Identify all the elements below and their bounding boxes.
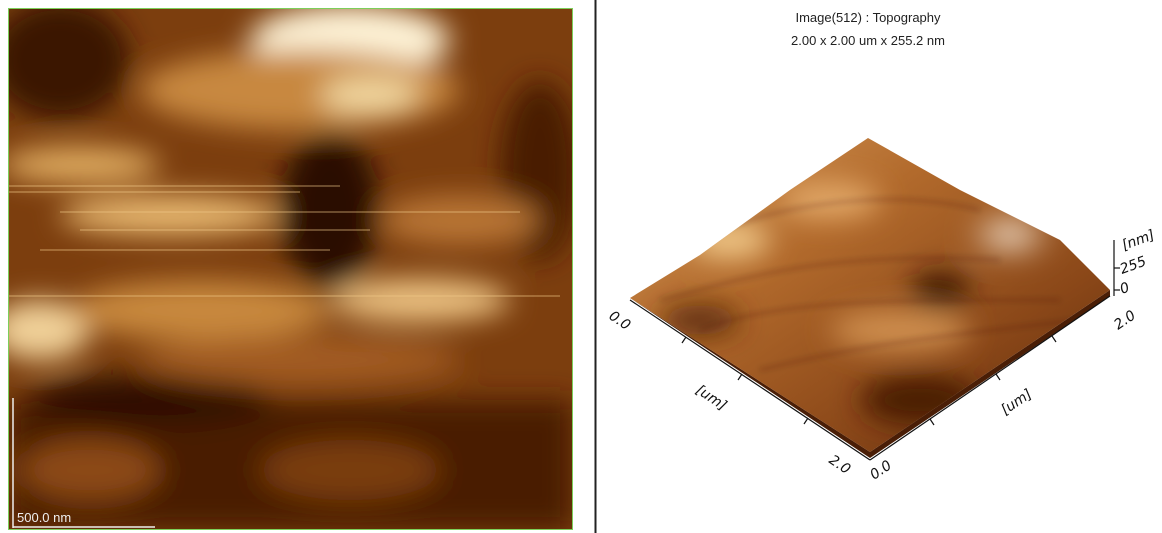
y-axis-end: 2.0 — [1111, 308, 1138, 334]
topography-image: 500.0 nm — [0, 0, 580, 530]
screen: 500.0 nm Image(512) : Topography 2.00 x … — [0, 0, 1162, 533]
z-axis-bottom: 0 — [1118, 280, 1132, 298]
x-axis-end: 2.0 — [826, 452, 853, 478]
scale-bar-label: 500.0 nm — [17, 510, 71, 525]
view-title: Image(512) : Topography — [795, 10, 941, 25]
y-axis-start: 0.0 — [867, 458, 894, 484]
z-axis-top: 255 — [1118, 254, 1149, 278]
x-axis-start: 0.0 — [606, 308, 633, 334]
y-axis-label: [um] — [998, 386, 1035, 418]
surface-3d — [630, 138, 1110, 458]
page: 500.0 nm Image(512) : Topography 2.00 x … — [0, 0, 1162, 533]
view-subtitle: 2.00 x 2.00 um x 255.2 nm — [791, 33, 945, 48]
x-axis-label: [um] — [693, 382, 730, 414]
z-axis-label: [nm] — [1120, 227, 1157, 253]
